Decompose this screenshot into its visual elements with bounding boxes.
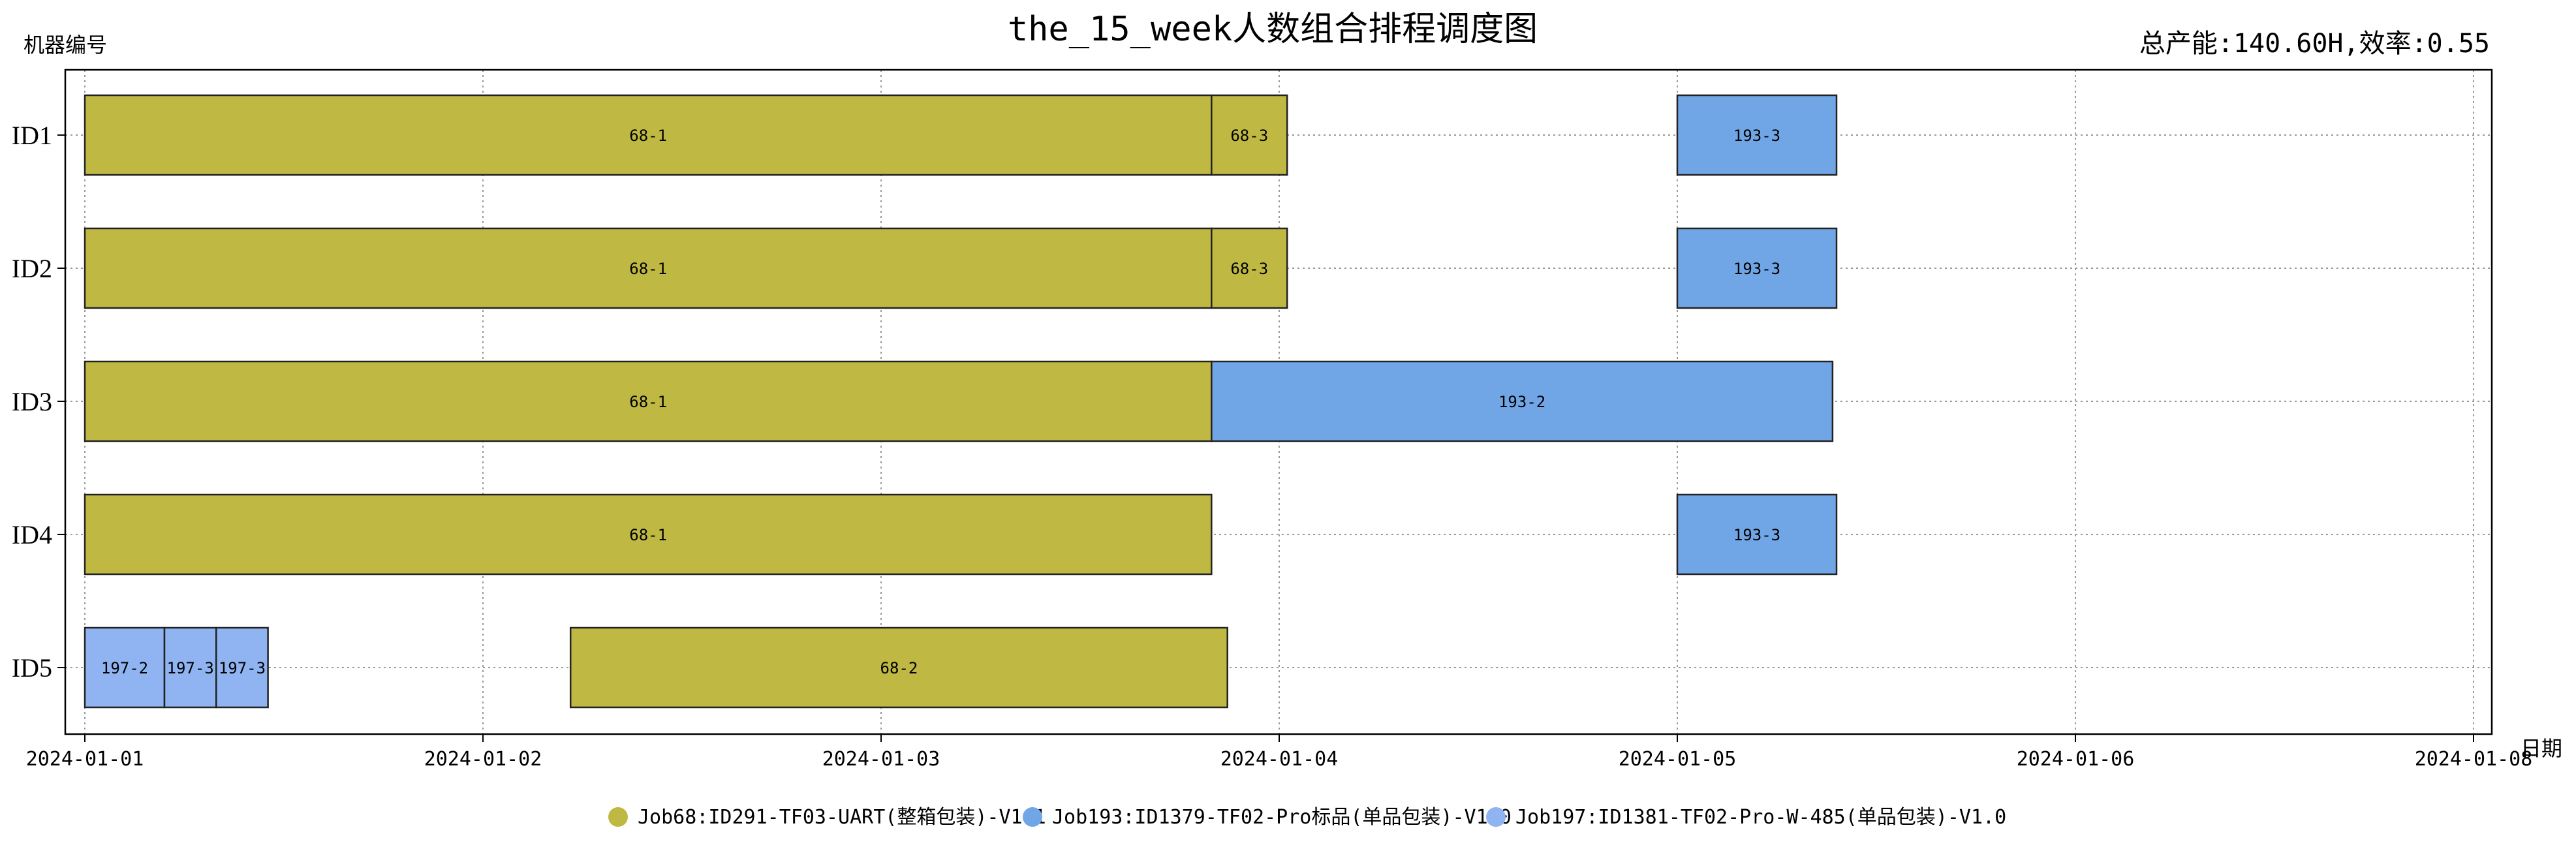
legend-marker (1023, 807, 1042, 827)
task-label: 68-3 (1230, 127, 1268, 145)
task-label: 68-1 (629, 393, 667, 411)
task-bar (163, 626, 217, 709)
legend-entry: Job68:ID291-TF03-UART(整箱包装)-V1.1 (638, 806, 1046, 829)
x-tick-label: 2024-01-03 (822, 748, 940, 771)
task-label: 68-2 (880, 659, 918, 677)
task-label: 197-3 (167, 659, 214, 677)
chart-summary: 总产能:140.60H,效率:0.55 (2139, 29, 2490, 59)
legend-entry: Job197:ID1381-TF02-Pro-W-485(单品包装)-V1.0 (1515, 806, 2006, 829)
task-label: 68-1 (629, 526, 667, 544)
task-bar (1676, 493, 1838, 576)
task-label: 193-3 (1733, 127, 1780, 145)
y-tick-label: ID2 (12, 254, 52, 283)
task-bar (1676, 227, 1838, 309)
legend-marker (608, 807, 628, 827)
task-bars: 68-1 68-3 193-3 68-1 68-3 193-3 68-1 193-2 68-1 1… (84, 94, 1838, 709)
x-tick-label: 2024-01-01 (26, 748, 144, 771)
y-tick-label: ID4 (12, 520, 52, 549)
chart-title: the_15_week人数组合排程调度图 (1008, 10, 1538, 49)
task-label: 197-2 (101, 659, 148, 677)
x-tick-label: 2024-01-05 (1619, 748, 1737, 771)
task-bar (569, 626, 1228, 709)
task-label: 193-2 (1498, 393, 1545, 411)
axis-ticks: 2024-01-01 2024-01-02 2024-01-03 2024-01-04… (12, 121, 2533, 771)
x-tick-label: 2024-01-06 (2017, 748, 2135, 771)
x-tick-label: 2024-01-02 (424, 748, 542, 771)
task-label: 68-3 (1230, 260, 1268, 278)
legend: Job68:ID291-TF03-UART(整箱包装)-V1.1 Job193:I… (608, 806, 2006, 829)
legend-entry: Job193:ID1379-TF02-Pro标品(单品包装)-V1.0 (1052, 806, 1512, 829)
x-tick-label: 2024-01-08 (2415, 748, 2533, 771)
task-bar (84, 94, 1213, 176)
task-bar (84, 227, 1213, 309)
legend-marker (1486, 807, 1506, 827)
task-bar (1211, 94, 1288, 176)
task-bar (84, 493, 1213, 576)
y-tick-label: ID5 (12, 653, 52, 683)
task-label: 193-3 (1733, 526, 1780, 544)
x-tick-label: 2024-01-04 (1220, 748, 1339, 771)
y-tick-label: ID3 (12, 387, 52, 416)
task-bar (1211, 227, 1288, 309)
task-label: 68-1 (629, 127, 667, 145)
y-axis-label: 机器编号 (23, 33, 107, 57)
task-bar (1676, 94, 1838, 176)
task-label: 197-3 (219, 659, 266, 677)
task-label: 193-3 (1733, 260, 1780, 278)
x-axis-label: 日期 (2521, 736, 2562, 761)
y-tick-label: ID1 (12, 121, 52, 150)
task-bar (215, 626, 269, 709)
task-label: 68-1 (629, 260, 667, 278)
grid-lines (65, 70, 2492, 734)
task-bar (1211, 360, 1834, 442)
